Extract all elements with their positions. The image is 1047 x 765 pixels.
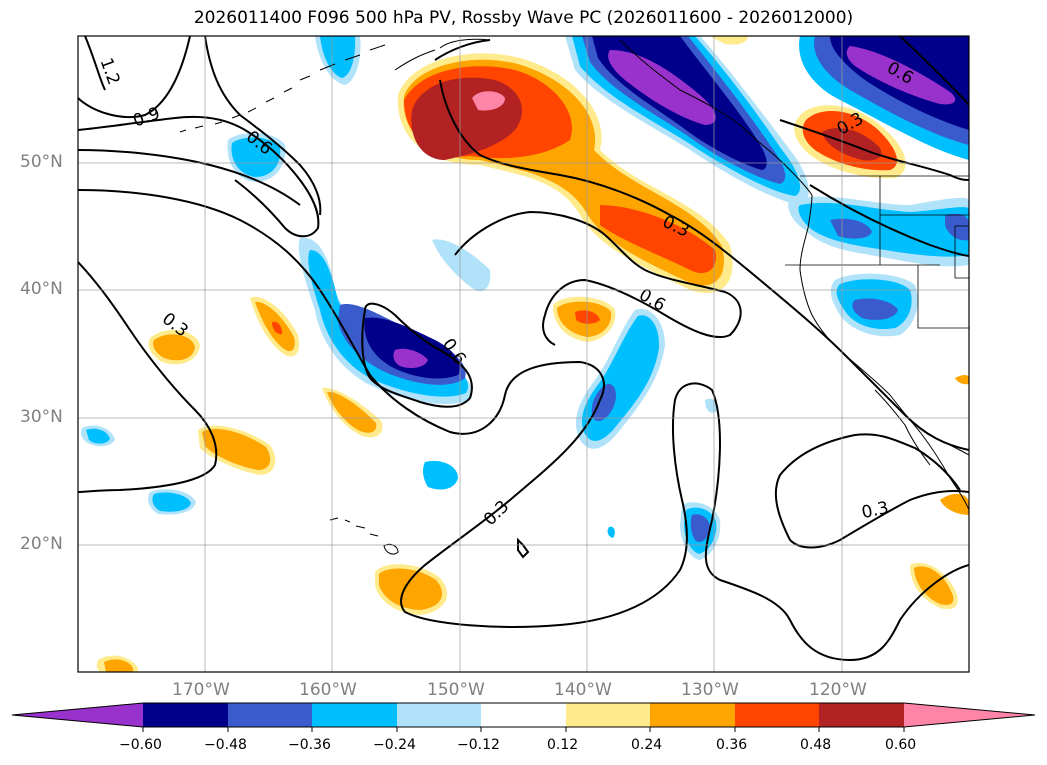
positive-anomaly-15n-155w (375, 564, 448, 615)
positive-anomaly-38n-140w (552, 296, 616, 342)
lon-label: 160°W (299, 680, 357, 700)
positive-anomaly-edge (940, 493, 969, 515)
colorbar-tick-label: −0.12 (457, 737, 500, 753)
lat-label: 20°N (20, 534, 63, 554)
negative-anomaly-dot (607, 526, 615, 538)
colorbar-tick-label: −0.36 (288, 737, 331, 753)
positive-anomaly-28n-165w (198, 425, 276, 475)
positive-anomaly-gulf-alaska (397, 53, 733, 293)
lon-label: 140°W (554, 680, 612, 700)
colorbar-cell (819, 703, 904, 727)
positive-anomaly-36n-172w (148, 329, 200, 365)
negative-anomaly-small-north (432, 239, 491, 292)
negative-anomaly-south-central (575, 309, 665, 449)
negative-anomaly-central-pacific (298, 237, 473, 405)
hawaii-islands (329, 517, 399, 555)
colorbar-cell (566, 703, 650, 727)
gridlines (78, 36, 969, 672)
lon-label: 150°W (427, 680, 485, 700)
lon-label: 120°W (809, 680, 867, 700)
colorbar-cell (650, 703, 735, 727)
colorbar-cell (143, 703, 228, 727)
colorbar-cell (481, 703, 566, 727)
colorbar-tick-label: 0.36 (716, 737, 748, 753)
colorbar-tick-label: 0.60 (885, 737, 917, 753)
lat-label: 40°N (20, 279, 63, 299)
colorbar-cell (228, 703, 312, 727)
pv-contours (78, 36, 969, 662)
lon-label: 170°W (172, 680, 230, 700)
colorbar-cell (735, 703, 819, 727)
political-borders (785, 175, 969, 329)
colorbar-cell (904, 703, 1035, 727)
positive-anomaly-16n-116w (910, 562, 958, 610)
plot-frame (77, 35, 970, 673)
positive-anomaly-38n-165w (250, 296, 300, 357)
colorbar-cell (12, 703, 143, 727)
colorbar-tick-label: −0.60 (119, 737, 162, 753)
positive-anomaly-31n-159w (322, 387, 383, 438)
colorbar-cell (312, 703, 397, 727)
colorbar-tick-label: −0.48 (204, 737, 247, 753)
colorbar-tick-label: 0.12 (547, 737, 579, 753)
colorbar-tick-label: 0.48 (800, 737, 832, 753)
map-title: 2026011400 F096 500 hPa PV, Rossby Wave … (193, 8, 854, 28)
lat-label: 30°N (20, 407, 63, 427)
colorbar-tick-label: 0.24 (631, 737, 663, 753)
colorbar (11, 702, 1036, 732)
lat-label: 50°N (20, 152, 63, 172)
colorbar-cell (397, 703, 481, 727)
negative-anomaly-california (830, 273, 918, 337)
positive-anomaly-bc-coast (794, 105, 906, 179)
lon-label: 130°W (681, 680, 739, 700)
negative-anomaly-25n-152w (423, 460, 458, 490)
colorbar-tick-label: −0.24 (373, 737, 416, 753)
